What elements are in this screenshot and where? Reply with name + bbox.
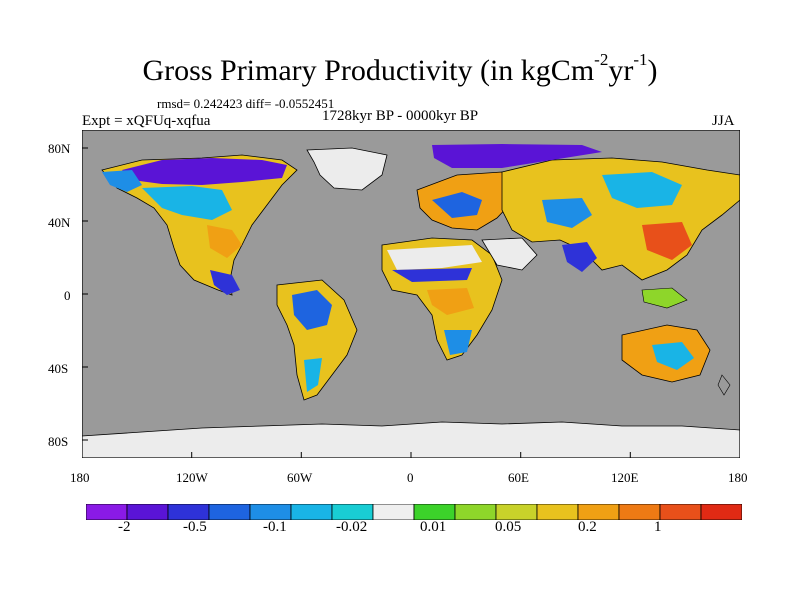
lon-tick-label: 180 — [728, 470, 748, 485]
season-label: JJA — [712, 113, 735, 129]
mexico-anomaly — [210, 270, 240, 295]
australia-anomaly — [652, 342, 694, 370]
lon-tick-label: 120E — [611, 470, 639, 485]
patagonia-anomaly — [304, 358, 322, 392]
lat-tick-label: 0 — [64, 288, 71, 303]
colorbar-label: -2 — [118, 519, 131, 535]
colorbar-bin — [86, 504, 128, 520]
colorbar-bin — [577, 504, 620, 520]
asia-arctic-anomaly — [432, 144, 602, 168]
colorbar-bin — [290, 504, 333, 520]
antarctica — [82, 421, 740, 458]
colorbar-label: -0.02 — [336, 519, 368, 535]
lat-tick-label: 40N — [48, 215, 71, 230]
sahara-anomaly — [387, 245, 482, 270]
stats-label: rmsd= 0.242423 diff= -0.0552451 — [157, 96, 335, 111]
se-asia-islands — [641, 287, 688, 309]
europe-anomaly — [432, 192, 482, 218]
india-anomaly — [562, 242, 597, 272]
usa-east-anomaly — [207, 225, 242, 258]
lon-tick-label: 180 — [70, 470, 90, 485]
colorbar-bin — [700, 504, 742, 520]
lat-tick-label: 80N — [48, 141, 71, 156]
lon-tick-label: 120W — [176, 470, 208, 485]
colorbar-bin — [618, 504, 661, 520]
colorbar-bin — [126, 504, 169, 520]
colorbar-bin — [249, 504, 292, 520]
colorbar-label: 0.01 — [420, 519, 447, 535]
east-asia-anomaly — [642, 222, 692, 260]
colorbar-label: 0.05 — [495, 519, 522, 535]
colorbar-label: -0.1 — [263, 519, 287, 535]
amazon-anomaly — [292, 290, 332, 330]
colorbar — [86, 504, 742, 520]
period-label: 1728kyr BP - 0000kyr BP — [322, 108, 479, 124]
lon-tick-label: 60E — [508, 470, 529, 485]
colorbar-bin — [331, 504, 374, 520]
gpp-map — [82, 130, 740, 458]
colorbar-bin — [167, 504, 210, 520]
colorbar-label: 1 — [654, 519, 662, 535]
central-asia-anomaly — [542, 198, 592, 228]
alaska-anomaly — [102, 170, 142, 192]
colorbar-bin — [495, 504, 538, 520]
lon-tick-label: 0 — [407, 470, 414, 485]
lat-tick-label: 80S — [48, 434, 69, 449]
colorbar-label: -0.5 — [183, 519, 207, 535]
colorbar-bin — [659, 504, 702, 520]
lat-tick-label: 40S — [48, 361, 69, 376]
colorbar-bin — [536, 504, 579, 520]
colorbar-label: 0.2 — [578, 519, 597, 535]
new-zealand — [717, 374, 731, 396]
colorbar-bin — [372, 504, 415, 520]
sahel-anomaly — [392, 268, 472, 282]
colorbar-bin — [208, 504, 251, 520]
experiment-label: Expt = xQFUq-xqfua — [82, 113, 211, 129]
greenland — [306, 147, 388, 191]
north-america-arctic-anomaly — [122, 158, 287, 185]
lon-tick-label: 60W — [287, 470, 313, 485]
siberia-anomaly — [602, 172, 682, 208]
canada-anomaly — [142, 186, 232, 220]
congo-anomaly — [427, 288, 474, 315]
south-africa-anomaly — [444, 330, 472, 355]
chart-title: Gross Primary Productivity (in kgCm-2yr-… — [142, 50, 658, 87]
colorbar-bin — [454, 504, 497, 520]
arabia — [481, 237, 538, 271]
colorbar-bin — [413, 504, 456, 520]
